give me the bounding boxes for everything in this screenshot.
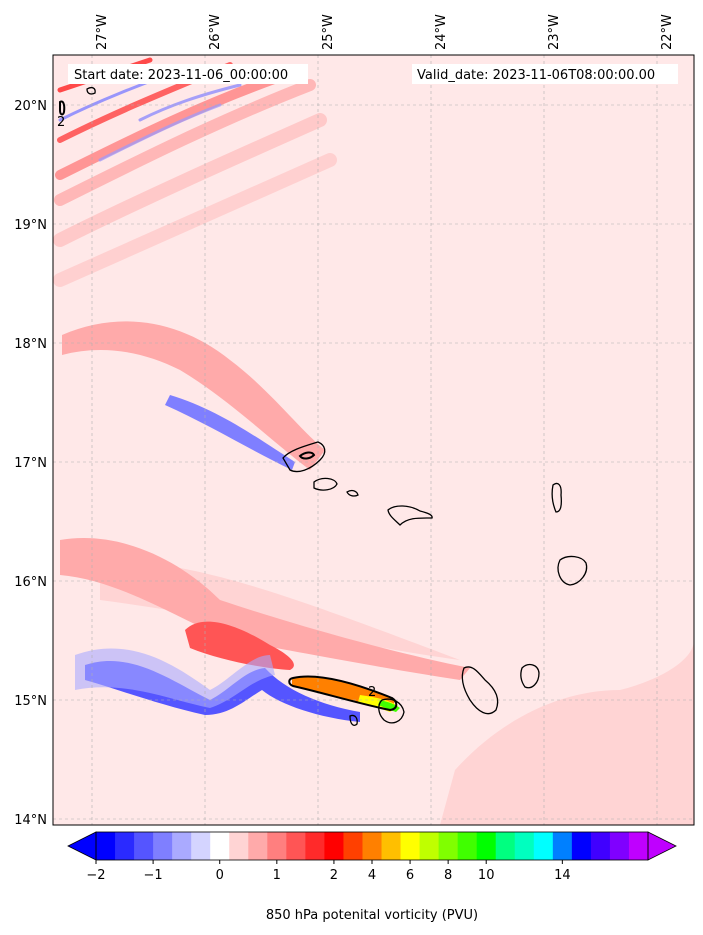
colorbar-tick-label: 0 [216,868,224,883]
lat-axis: 20°N 19°N 18°N 17°N 16°N 15°N 14°N [14,99,47,828]
colorbar-tick-label: 8 [444,868,452,883]
contour-label-north: 2 [57,115,65,130]
pink-band-north [62,321,325,470]
colorbar-swatch [248,832,268,860]
colorbar-swatch [134,832,154,860]
light-patch-east [440,640,694,825]
colorbar-tick-label: 2 [330,868,338,883]
colorbar-label: 850 hPa potenital vorticity (PVU) [266,908,478,923]
colorbar-swatch [628,832,649,860]
island-boa-vista [557,555,588,586]
colorbar-tick-label: 1 [273,868,281,883]
island-maio [520,663,540,689]
colorbar-swatch [115,832,135,860]
colorbar-swatches [96,832,649,860]
lat-tick-label: 19°N [14,218,47,233]
contour-santo-antao [298,451,316,460]
colorbar-swatch [343,832,363,860]
colorbar-swatch [514,832,535,860]
contour-north [59,100,66,116]
colorbar-tick-label: −1 [144,868,163,883]
colorbar: −2 −1 0 1 2 4 6 8 10 14 850 hPa potenital vortici… [67,831,677,923]
island-santo-antao [282,441,326,473]
lon-axis: 27°W 26°W 25°W 24°W 23°W 22°W [95,14,675,50]
wave-streaks [53,57,337,287]
lat-tick-label: 16°N [14,575,47,590]
colorbar-swatch [210,832,230,860]
lon-tick-label: 26°W [208,14,223,50]
colorbar-swatch [172,832,192,860]
colorbar-swatch [229,832,249,860]
contour-label-south: 2 [368,685,376,700]
colorbar-tick-label: 4 [368,868,376,883]
colorbar-swatch [400,832,421,860]
colorbar-swatch [362,832,383,860]
island-sal [551,482,562,513]
island-santa-luzia [346,489,359,497]
colorbar-swatch [571,832,592,860]
colorbar-swatch [476,832,497,860]
lon-tick-label: 25°W [321,14,336,50]
blue-streak-north [165,395,295,470]
colorbar-swatch [381,832,402,860]
header-valid-box [412,64,678,84]
blue-trough-halo [75,648,275,708]
colorbar-swatch [305,832,325,860]
colorbar-swatch [153,832,173,860]
colorbar-swatch [457,832,478,860]
colorbar-tick-label: 6 [406,868,414,883]
colorbar-swatch [438,832,459,860]
island-nw-islet [86,86,96,95]
colorbar-swatch [419,832,440,860]
lat-tick-label: 15°N [14,694,47,709]
colorbar-ticks: −2 −1 0 1 2 4 6 8 10 14 [86,860,571,883]
colorbar-extend-high [647,831,677,861]
island-brava [349,714,358,726]
map-field [53,55,694,825]
lat-tick-label: 20°N [14,99,47,114]
lat-tick-label: 17°N [14,456,47,471]
header-valid: Valid_date: 2023-11-06T08:00:00.00 [417,68,655,83]
lon-tick-label: 27°W [95,14,110,50]
island-sao-nicolau [387,505,433,526]
colorbar-swatch [286,832,306,860]
colorbar-swatch [495,832,516,860]
colorbar-tick-label: 10 [478,868,495,883]
colorbar-swatch [552,832,573,860]
colorbar-swatch [267,832,287,860]
colorbar-swatch [324,832,344,860]
header-start: Start date: 2023-11-06_00:00:00 [74,68,288,83]
colorbar-tick-label: 14 [554,868,571,883]
colorbar-tick-label: −2 [86,868,105,883]
lat-tick-label: 14°N [14,813,47,828]
map-frame [52,54,695,826]
island-sao-vicente [313,477,338,491]
header-start-box [68,64,308,84]
lon-tick-label: 23°W [547,14,562,50]
island-santiago [461,666,499,715]
colorbar-swatch [96,832,116,860]
lon-tick-label: 22°W [660,14,675,50]
colorbar-swatch [609,832,630,860]
pv-contours [59,100,398,712]
lon-tick-label: 24°W [434,14,449,50]
colorbar-swatch [191,832,211,860]
gridlines [53,55,694,825]
pink-band-south [60,538,470,680]
colorbar-extend-low [67,831,97,861]
lat-tick-label: 18°N [14,337,47,352]
colorbar-swatch [533,832,554,860]
contour-south [288,675,398,712]
colorbar-swatch [590,832,611,860]
